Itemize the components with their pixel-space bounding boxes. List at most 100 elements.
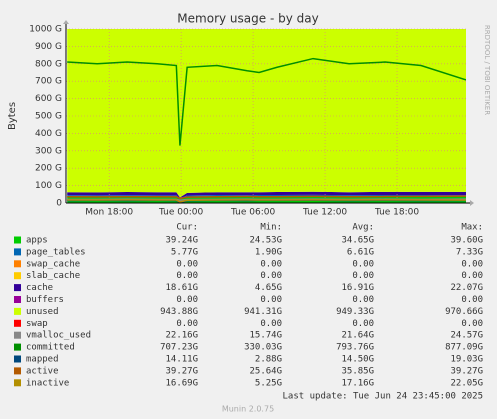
legend-stat: 1.90G [255, 247, 282, 257]
legend-label: committed [26, 343, 75, 353]
legend-swatch [14, 319, 21, 327]
legend-stat: 0.00 [352, 271, 374, 281]
legend-stat: 16.91G [341, 283, 374, 293]
y-tick-label: 1000 G [29, 25, 62, 35]
legend-stat: 39.27G [165, 366, 198, 376]
x-arrow [470, 200, 474, 206]
y-arrow [63, 20, 69, 24]
grid [66, 28, 466, 204]
x-tick-label: Tue 18:00 [374, 208, 419, 218]
chart-title: Memory usage - by day [177, 12, 318, 26]
x-tick-label: Mon 18:00 [85, 208, 133, 218]
legend-stat: 2.88G [255, 355, 282, 365]
legend-stat: 0.00 [176, 319, 198, 329]
areas [67, 27, 466, 203]
y-tick-label: 100 G [35, 181, 62, 191]
legend-stat: 22.05G [450, 378, 483, 388]
x-tick-label: Tue 06:00 [230, 208, 275, 218]
stacked-area [67, 191, 466, 199]
legend-stat: 14.50G [341, 355, 374, 365]
series-line [67, 199, 466, 203]
stacked-area [67, 29, 466, 198]
y-axis-label: Bytes [7, 102, 18, 130]
legend-swatch [14, 307, 21, 315]
legend-label: slab_cache [26, 271, 80, 281]
legend-stat: 17.16G [341, 378, 374, 388]
legend-label: buffers [26, 295, 64, 305]
legend-stat: 330.03G [244, 343, 282, 353]
legend-stat: 4.65G [255, 283, 282, 293]
legend-stat: 15.74G [249, 331, 282, 341]
legend-stat: 16.69G [165, 378, 198, 388]
legend-swatch [14, 367, 21, 375]
legend-stat: 0.00 [352, 319, 374, 329]
legend-stat: 19.03G [450, 355, 483, 365]
y-tick-label: 700 G [35, 77, 62, 87]
legend-swatch [14, 236, 21, 244]
legend-stat: 21.64G [341, 331, 374, 341]
last-update: Last update: Tue Jun 24 23:45:00 2025 [283, 392, 483, 402]
legend-label: vmalloc_used [26, 331, 91, 341]
legend-stat: 0.00 [176, 259, 198, 269]
stacked-area [67, 27, 466, 29]
legend-label: swap_cache [26, 259, 80, 269]
legend-stat: 0.00 [260, 259, 282, 269]
legend-stat: 25.64G [249, 366, 282, 376]
legend-stat: 24.57G [450, 331, 483, 341]
legend-label: swap [26, 319, 48, 329]
legend-stat: 970.66G [445, 307, 483, 317]
side-text: RRDTOOL / TOBI OETIKER [483, 25, 491, 115]
legend-stat: 18.61G [165, 283, 198, 293]
y-tick-label: 800 G [35, 59, 62, 69]
legend-swatch [14, 355, 21, 363]
y-tick-label: 200 G [35, 164, 62, 174]
legend-label: apps [26, 236, 48, 246]
legend-stat: 39.27G [450, 366, 483, 376]
legend-stat: 39.24G [165, 236, 198, 246]
legend-swatch [14, 296, 21, 303]
legend-stat: 0.00 [176, 295, 198, 305]
y-tick-label: 900 G [35, 42, 62, 52]
legend-stat: 0.00 [260, 295, 282, 305]
legend-label: mapped [26, 355, 59, 365]
version: Munin 2.0.75 [222, 405, 274, 414]
legend-label: unused [26, 307, 59, 317]
legend-stat: 5.77G [171, 247, 198, 257]
legend-swatch [14, 379, 21, 387]
legend-swatch [14, 248, 21, 256]
legend-stat: 5.25G [255, 378, 282, 388]
legend-stat: 0.00 [352, 295, 374, 305]
y-tick-label: 600 G [35, 94, 62, 104]
legend-stat: 6.61G [347, 247, 374, 257]
legend-stat: 0.00 [461, 295, 483, 305]
legend-swatch [14, 331, 21, 339]
legend-label: inactive [26, 378, 69, 388]
legend-header: Cur: [176, 223, 198, 233]
legend-label: page_tables [26, 247, 86, 257]
legend: Cur: Min: Avg: Max: apps 39.24G 24.53G 34.65G 39… [14, 223, 483, 388]
legend-stat: 949.33G [336, 307, 374, 317]
y-tick-label: 0 [56, 199, 62, 209]
legend-stat: 0.00 [352, 259, 374, 269]
legend-swatch [14, 260, 21, 268]
lines [67, 57, 466, 203]
legend-stat: 941.31G [244, 307, 282, 317]
legend-stat: 943.88G [160, 307, 198, 317]
legend-swatch [14, 343, 21, 351]
legend-label: active [26, 366, 59, 376]
legend-stat: 7.33G [456, 247, 483, 257]
legend-stat: 877.09G [445, 343, 483, 353]
legend-stat: 22.16G [165, 331, 198, 341]
x-tick-label: Tue 00:00 [158, 208, 203, 218]
y-tick-label: 400 G [35, 129, 62, 139]
legend-stat: 14.11G [165, 355, 198, 365]
series-line [67, 57, 466, 146]
x-tick-label: Tue 12:00 [302, 208, 347, 218]
legend-swatch [14, 272, 21, 280]
stacked-area [67, 194, 466, 199]
legend-stat: 34.65G [341, 236, 374, 246]
legend-stat: 0.00 [461, 319, 483, 329]
legend-header: Avg: [352, 223, 374, 233]
